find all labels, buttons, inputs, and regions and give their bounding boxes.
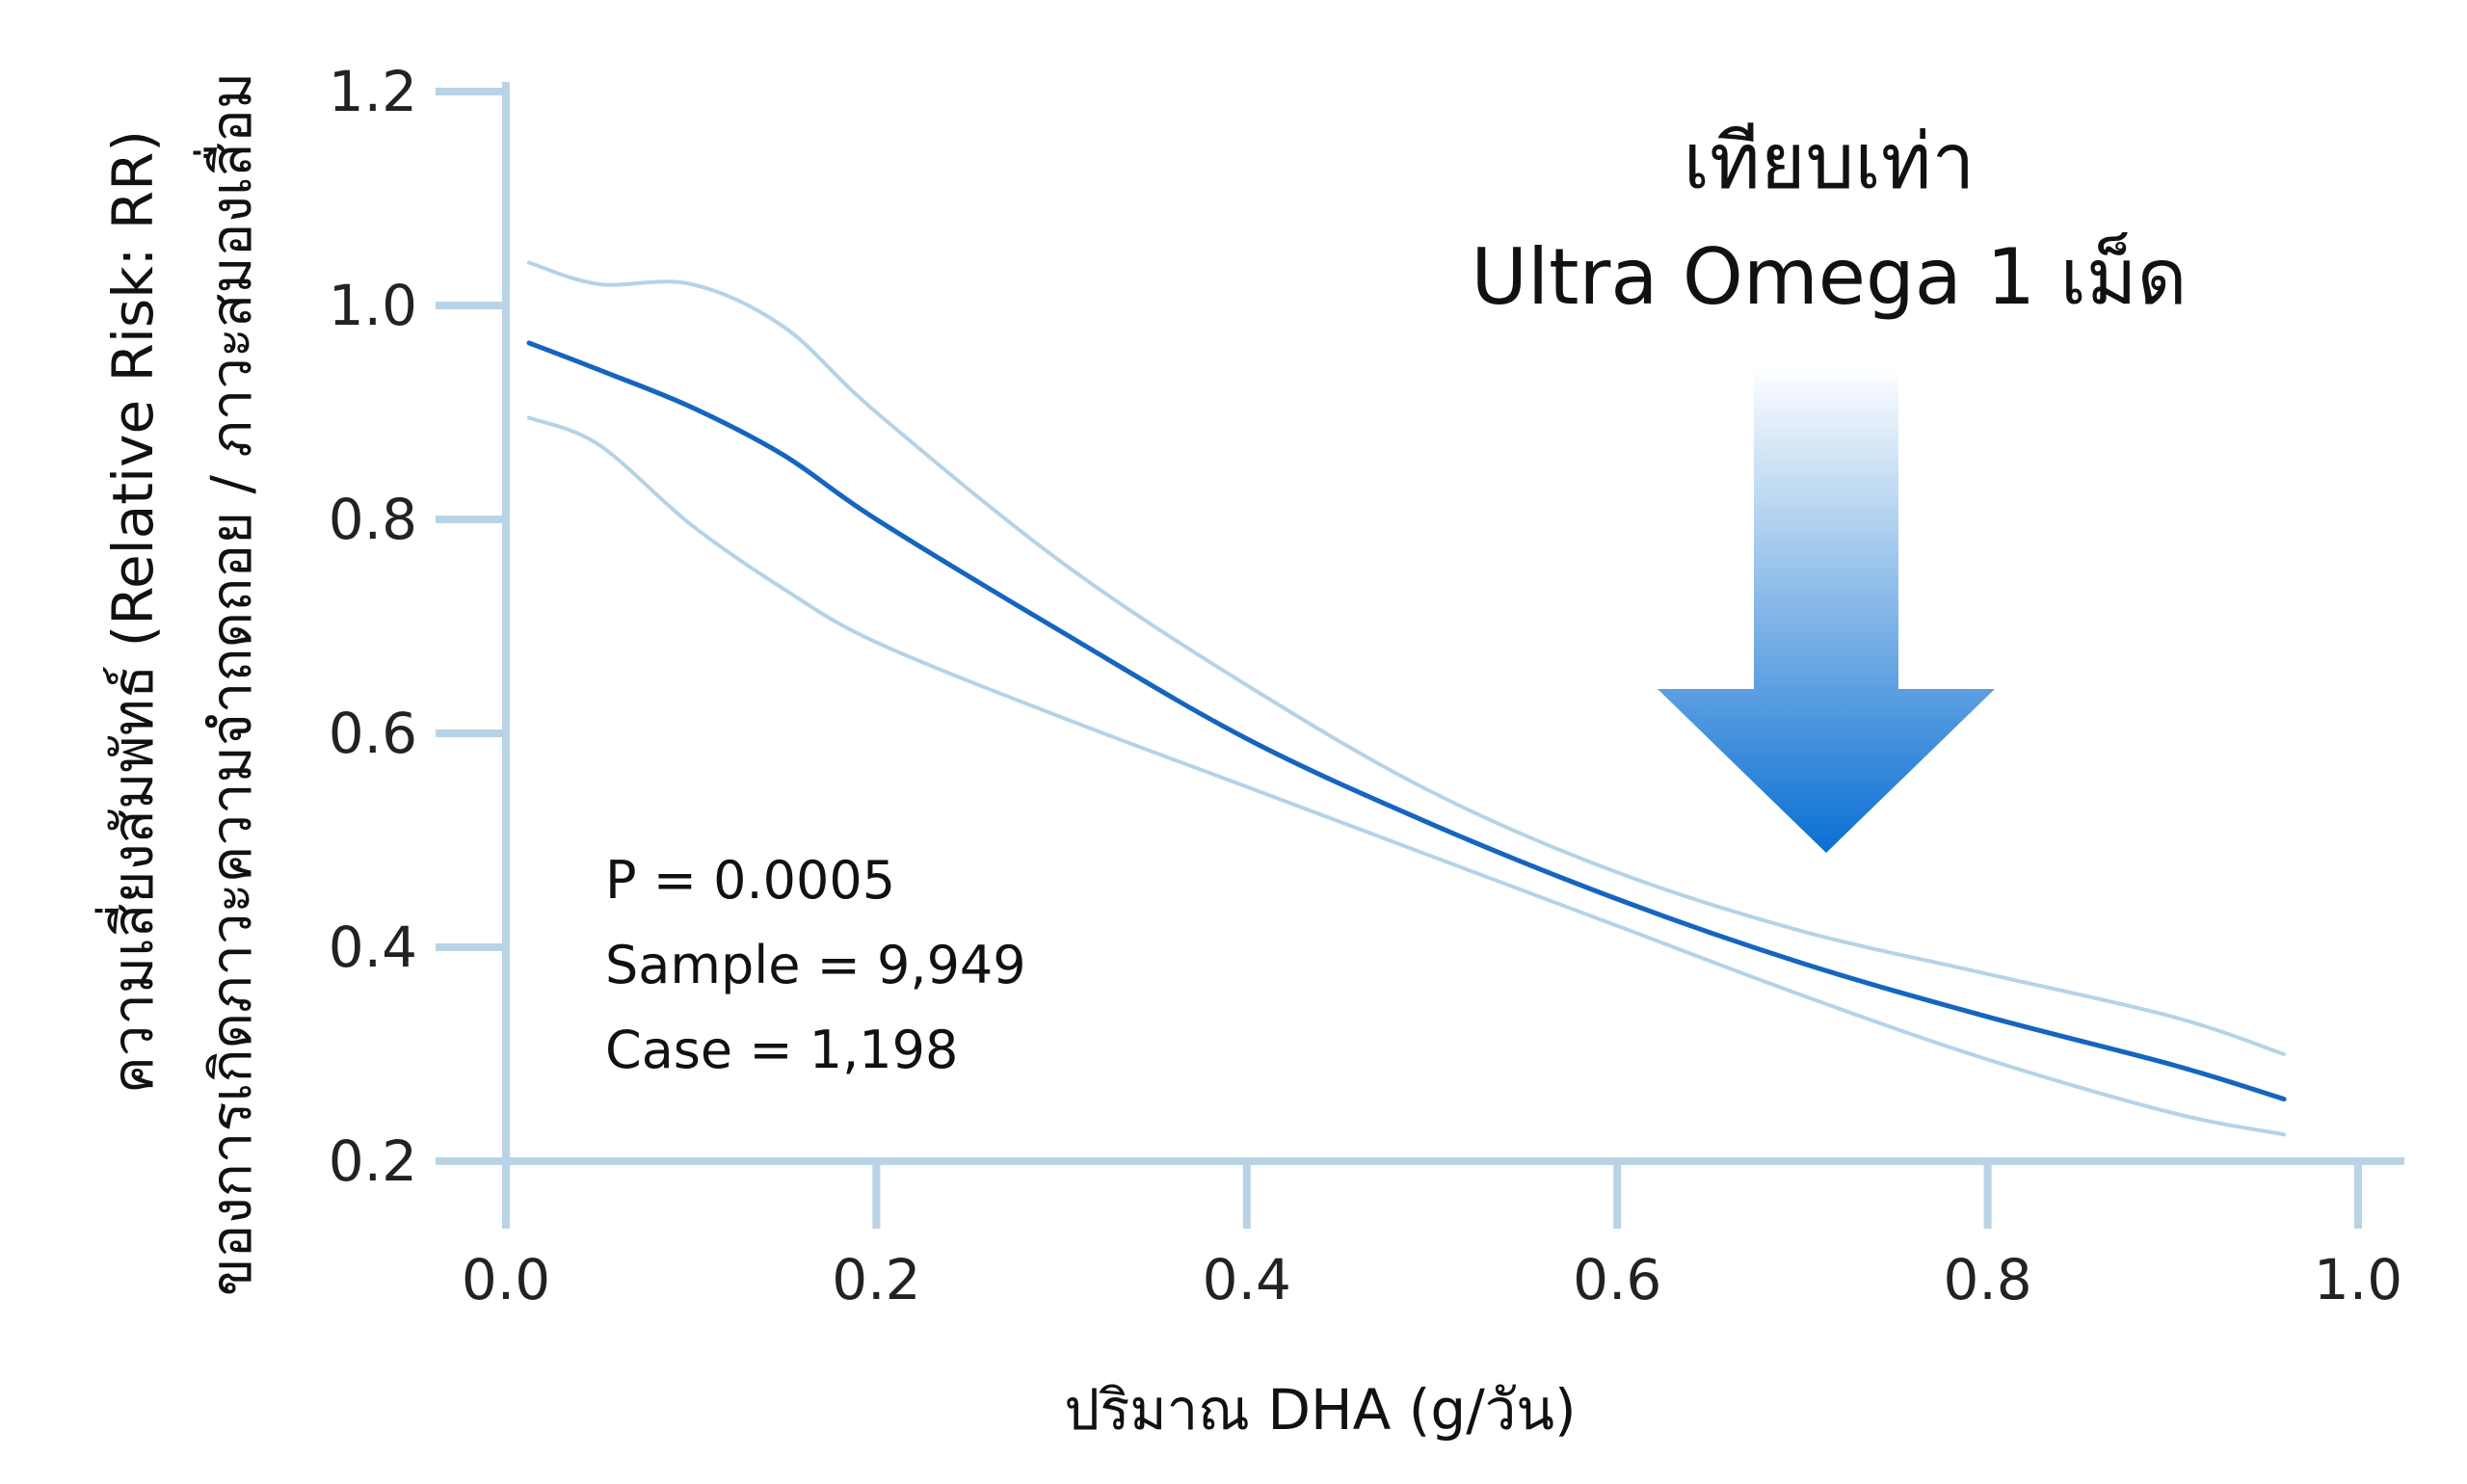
stat-case: Case = 1,198	[605, 1020, 958, 1080]
y-tick-label: 0.6	[329, 701, 417, 766]
y-axis-title-line-1: ความเสี่ยงสัมพัทธ์ (Relative Risk: RR)	[94, 130, 166, 1094]
stat-sample: Sample = 9,949	[605, 935, 1026, 995]
x-tick-label: 0.4	[1203, 1247, 1291, 1312]
series-estimate-line	[526, 340, 2287, 1102]
y-tick-label: 1.0	[329, 273, 417, 338]
y-axis-title-line-2: ของการเกิดภาวะความจำถดถอย / ภาวะสมองเสื่…	[193, 72, 264, 1296]
x-tick-label: 0.2	[832, 1247, 920, 1312]
down-arrow-icon	[1658, 366, 1995, 853]
callout: เทียบเท่า Ultra Omega 1 เม็ด	[1471, 117, 2188, 853]
x-ticks: 0.0 0.2 0.4 0.6 0.8 1.0	[462, 1158, 2402, 1312]
y-tick-label: 0.8	[329, 487, 417, 552]
y-tick-label: 0.2	[329, 1128, 417, 1194]
callout-line-2: Ultra Omega 1 เม็ด	[1471, 231, 2187, 322]
x-tick-label: 0.6	[1573, 1247, 1661, 1312]
x-tick-label: 0.8	[1943, 1247, 2031, 1312]
x-tick-label: 0.0	[462, 1247, 550, 1312]
axes	[436, 82, 2404, 1229]
y-tick-label: 1.2	[329, 59, 417, 124]
y-ticks: 0.2 0.4 0.6 0.8 1.0 1.2	[329, 59, 509, 1194]
series-upper-ci-line	[527, 260, 2287, 1056]
series-lower-ci-line	[527, 415, 2287, 1137]
x-tick-label: 1.0	[2314, 1247, 2402, 1312]
series-lines	[526, 260, 2287, 1137]
stats-annotation: P = 0.0005 Sample = 9,949 Case = 1,198	[605, 850, 1026, 1080]
y-tick-label: 0.4	[329, 914, 417, 980]
stat-p-value: P = 0.0005	[605, 850, 895, 911]
x-axis-title: ปริมาณ DHA (g/วัน)	[1064, 1377, 1576, 1443]
callout-line-1: เทียบเท่า	[1684, 117, 1976, 206]
